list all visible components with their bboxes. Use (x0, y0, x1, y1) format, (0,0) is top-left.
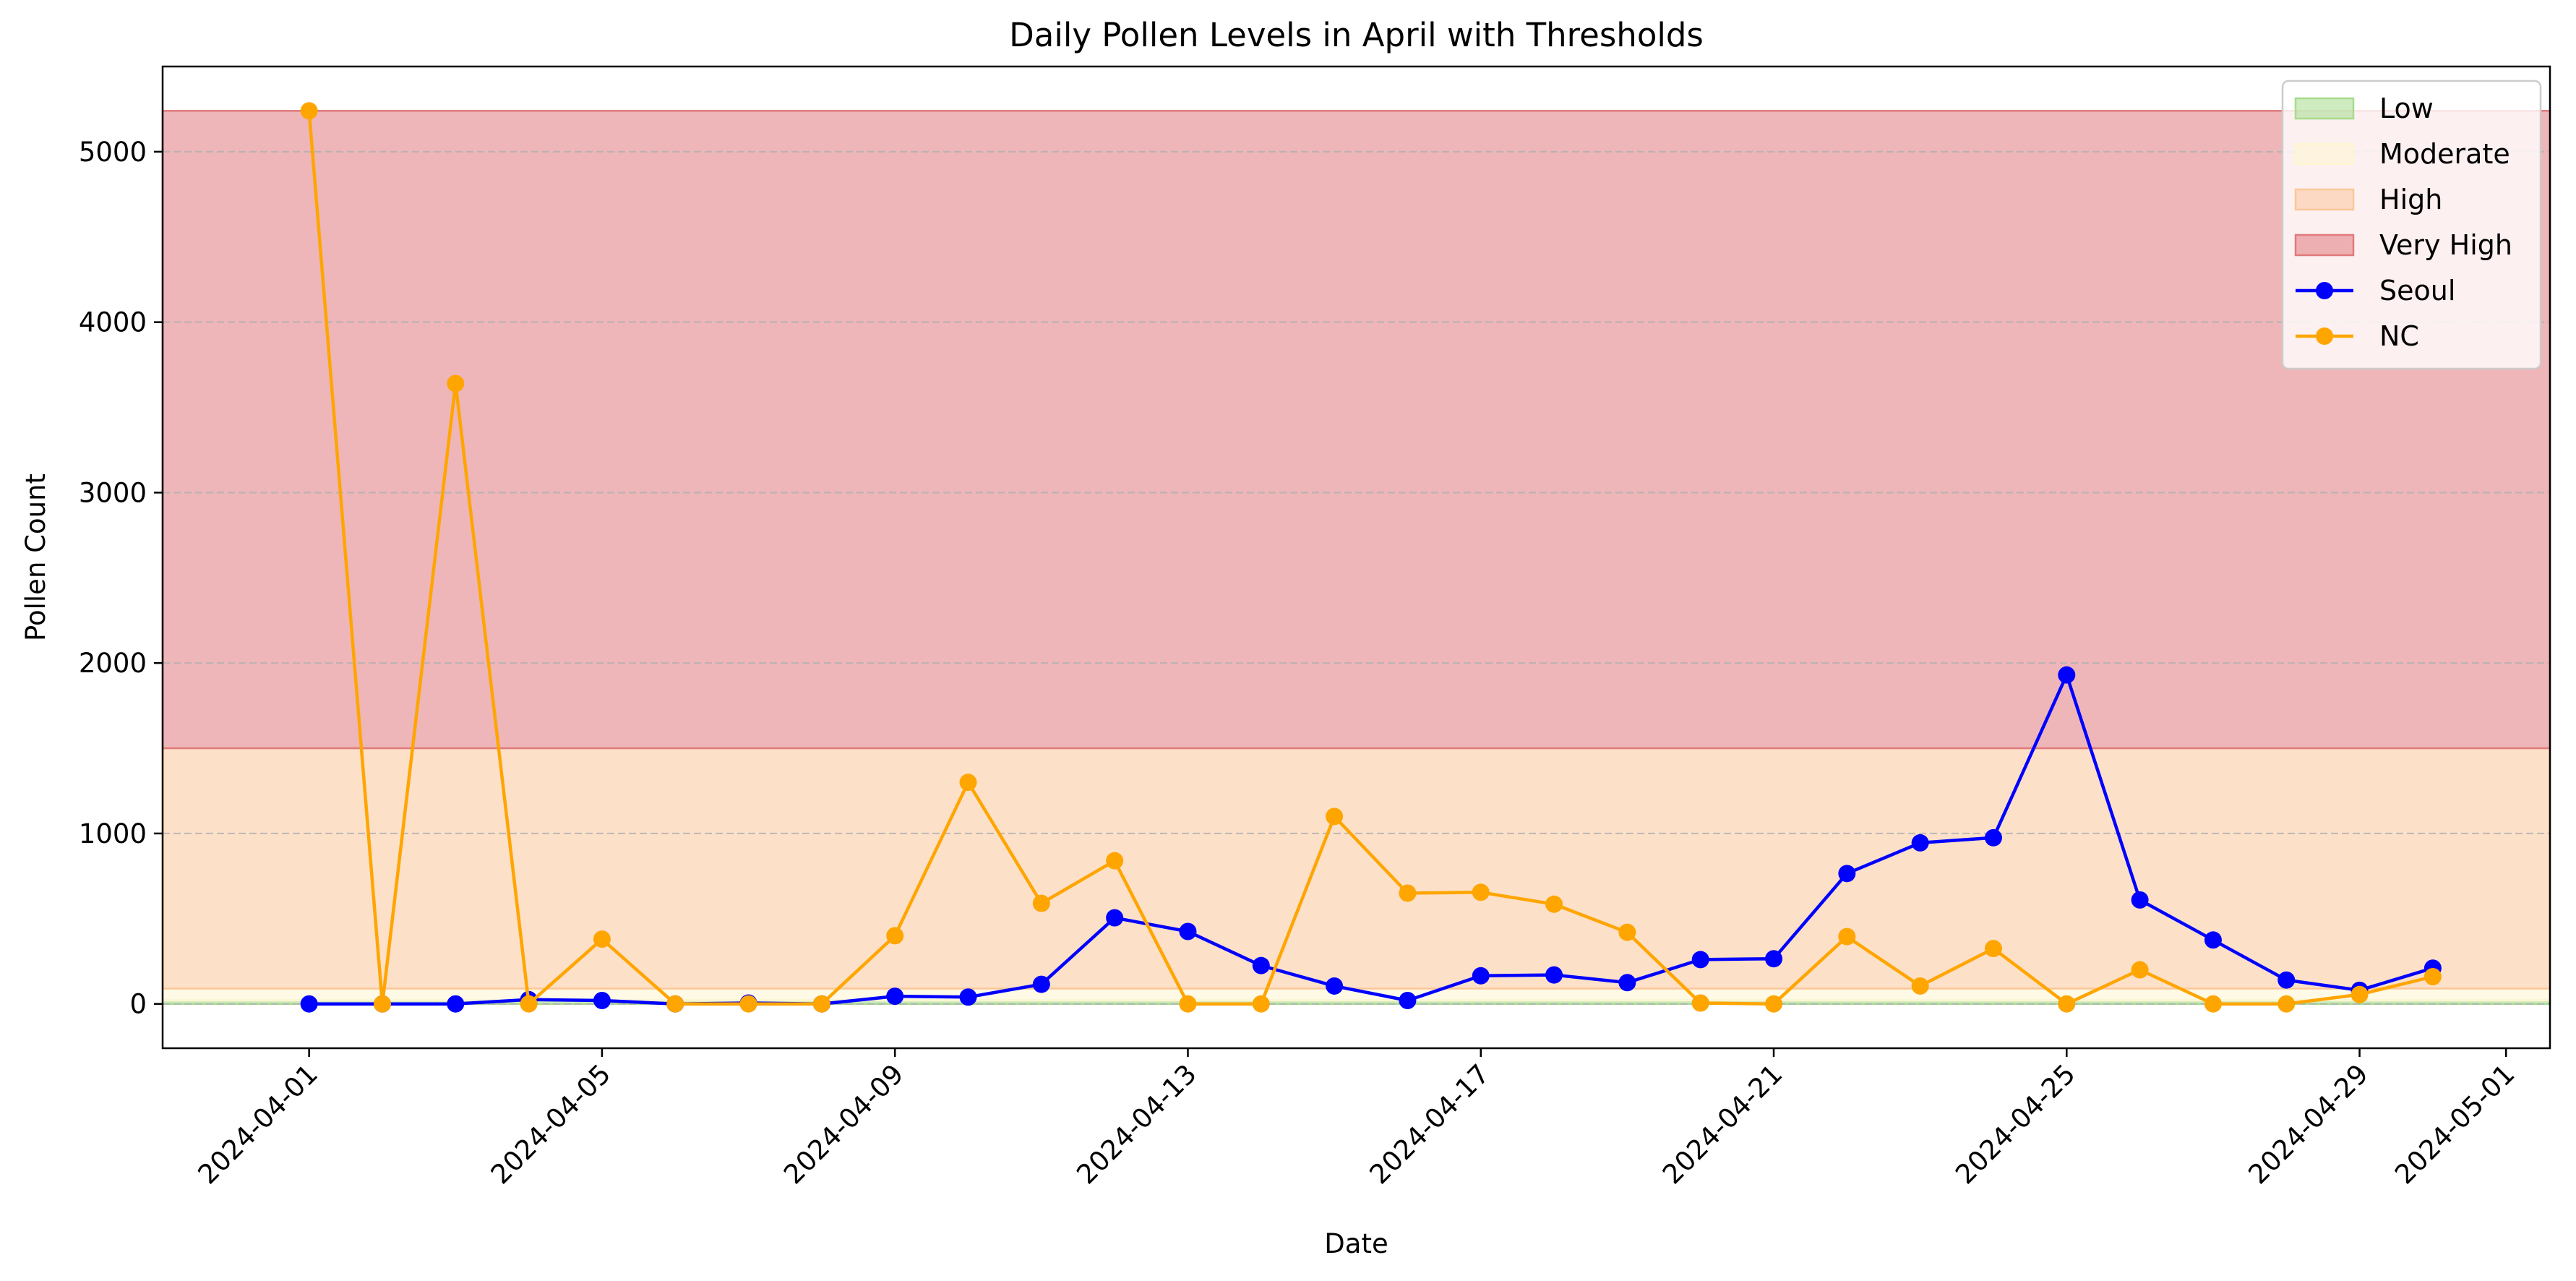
point-nc-2024-04-27 (2204, 995, 2222, 1013)
point-seoul-2024-04-09 (886, 987, 904, 1006)
point-nc-2024-04-21 (1765, 995, 1783, 1013)
point-nc-2024-04-16 (1399, 884, 1417, 902)
point-seoul-2024-04-24 (1984, 828, 2002, 847)
legend-label-high: High (2379, 184, 2442, 215)
point-nc-2024-04-23 (1911, 977, 1929, 995)
point-nc-2024-04-10 (959, 774, 977, 792)
legend: Low Moderate High Very High Seoul NC (2281, 80, 2542, 370)
point-seoul-2024-04-22 (1838, 865, 1856, 883)
point-seoul-2024-04-28 (2277, 971, 2296, 989)
point-nc-2024-04-03 (447, 374, 465, 393)
point-seoul-2024-04-11 (1032, 975, 1050, 993)
point-nc-2024-04-25 (2058, 995, 2076, 1013)
point-nc-2024-04-19 (1618, 923, 1636, 941)
point-seoul-2024-04-12 (1106, 909, 1124, 927)
y-tick-label-1000: 1000 (79, 818, 147, 849)
legend-marker-seoul (2316, 282, 2333, 299)
legend-label-seoul: Seoul (2379, 275, 2455, 307)
point-seoul-2024-04-05 (593, 991, 611, 1009)
point-nc-2024-04-02 (373, 995, 391, 1013)
legend-swatch-high (2294, 188, 2355, 211)
threshold-bands (161, 110, 2551, 1005)
legend-label-very-high: Very High (2379, 229, 2512, 261)
point-seoul-2024-04-20 (1691, 951, 1709, 969)
grid-lines (163, 150, 2550, 1005)
y-tick-label-4000: 4000 (79, 307, 147, 338)
point-seoul-2024-04-27 (2204, 931, 2222, 949)
point-nc-2024-04-20 (1691, 994, 1709, 1012)
point-nc-2024-04-30 (2423, 967, 2442, 985)
point-nc-2024-04-13 (1179, 995, 1197, 1013)
series-line-seoul (309, 673, 2434, 1006)
point-nc-2024-04-06 (666, 995, 684, 1013)
point-seoul-2024-04-03 (447, 995, 465, 1013)
legend-swatch-moderate (2294, 142, 2355, 166)
series-lines (300, 102, 2442, 1013)
point-seoul-2024-04-21 (1765, 950, 1783, 968)
point-seoul-2024-04-13 (1179, 922, 1197, 941)
point-nc-2024-04-22 (1838, 927, 1856, 946)
band-very-high (161, 110, 2551, 750)
x-axis-label: Date (1324, 1228, 1388, 1259)
point-seoul-2024-04-26 (2131, 891, 2149, 909)
point-seoul-2024-04-17 (1472, 967, 1490, 985)
point-nc-2024-04-07 (739, 995, 757, 1013)
point-seoul-2024-04-19 (1618, 974, 1636, 992)
series-line-nc (307, 111, 2434, 1006)
chart-title: Daily Pollen Levels in April with Thresh… (1009, 16, 1704, 54)
point-nc-2024-04-01 (300, 102, 318, 120)
point-seoul-2024-04-23 (1911, 834, 1929, 852)
y-tick-label-5000: 5000 (79, 137, 147, 168)
plot-area-frame (161, 65, 2551, 1050)
point-seoul-2024-04-18 (1545, 966, 1563, 984)
y-tick-label-2000: 2000 (79, 648, 147, 679)
point-nc-2024-04-18 (1545, 895, 1563, 913)
y-axis-label: Pollen Count (20, 474, 51, 641)
point-seoul-2024-04-16 (1399, 991, 1417, 1009)
point-seoul-2024-04-15 (1326, 977, 1344, 995)
y-tick-label-0: 0 (129, 989, 147, 1020)
point-nc-2024-04-29 (2350, 985, 2369, 1003)
legend-label-moderate: Moderate (2379, 138, 2510, 170)
point-nc-2024-04-26 (2131, 961, 2149, 979)
legend-swatch-low (2294, 97, 2355, 120)
legend-marker-nc (2316, 327, 2333, 345)
point-nc-2024-04-24 (1984, 940, 2002, 958)
legend-label-nc: NC (2379, 320, 2419, 352)
y-axis: 0 1000 2000 3000 4000 5000 (79, 137, 163, 1020)
point-seoul-2024-04-10 (959, 988, 977, 1006)
point-seoul-2024-04-25 (2058, 666, 2076, 684)
point-seoul-2024-04-14 (1252, 956, 1270, 974)
point-nc-2024-04-12 (1106, 852, 1124, 870)
legend-swatch-very-high (2294, 234, 2355, 257)
legend-label-low: Low (2379, 93, 2434, 124)
point-nc-2024-04-05 (593, 930, 611, 948)
point-nc-2024-04-15 (1326, 807, 1344, 826)
y-tick-label-3000: 3000 (79, 477, 147, 508)
point-nc-2024-04-08 (812, 995, 830, 1013)
point-nc-2024-04-14 (1252, 995, 1270, 1013)
point-nc-2024-04-17 (1472, 883, 1490, 901)
point-seoul-2024-04-01 (300, 995, 318, 1013)
point-nc-2024-04-11 (1032, 894, 1050, 912)
band-high (161, 747, 2551, 990)
point-nc-2024-04-04 (520, 995, 538, 1013)
point-nc-2024-04-28 (2277, 995, 2296, 1013)
point-nc-2024-04-09 (886, 927, 904, 945)
